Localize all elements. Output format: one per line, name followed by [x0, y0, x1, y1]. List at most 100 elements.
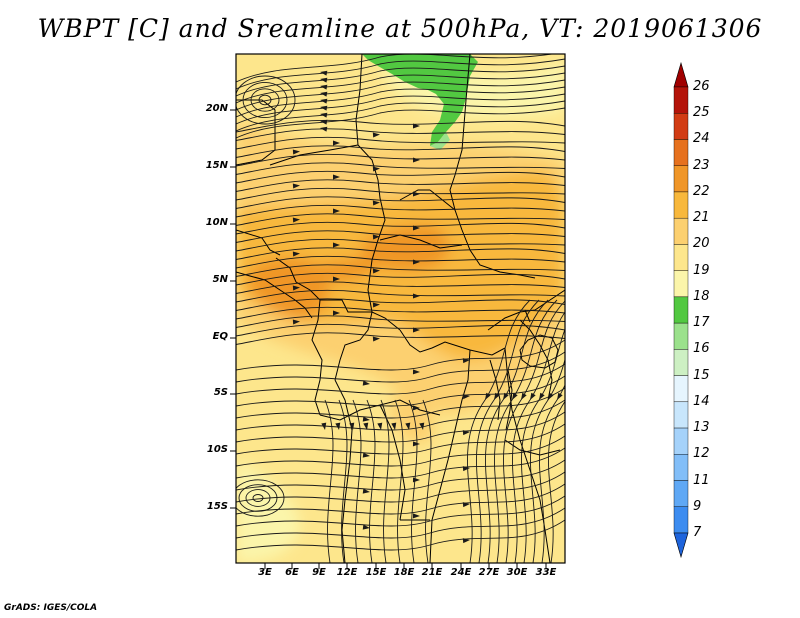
streamline: [422, 399, 432, 563]
colorbar-label-24: 24: [693, 131, 710, 147]
streamline-arrow: [413, 157, 420, 163]
colorbar-label-22: 22: [693, 183, 710, 199]
streamline: [236, 230, 565, 243]
streamline: [236, 204, 565, 218]
streamline: [236, 162, 565, 175]
streamline: [539, 383, 565, 563]
streamline-arrow: [292, 183, 300, 189]
streamline-arrow: [412, 405, 420, 411]
streamline-arrow: [530, 392, 536, 400]
streamline-arrow: [320, 98, 328, 104]
streamline-arrow: [320, 77, 328, 83]
streamline: [236, 332, 565, 345]
lon-label-12E: 12E: [336, 567, 358, 578]
streamline-arrow: [362, 452, 370, 458]
streamline-arrow: [333, 242, 340, 248]
colorbar-segment: [673, 191, 689, 219]
wbpt-region-22-23-central: [360, 225, 449, 271]
lat-label-EQ: EQ: [212, 331, 228, 342]
streamline-arrow: [412, 513, 420, 519]
streamline: [485, 299, 549, 563]
colorbar-segment: [673, 217, 689, 245]
streamline-arrow: [362, 488, 370, 494]
streamline-arrow: [512, 392, 518, 400]
streamline: [512, 311, 565, 563]
streamline: [236, 281, 565, 294]
streamline-arrow: [362, 416, 370, 422]
streamline: [236, 483, 565, 515]
streamline: [338, 399, 348, 563]
streamline: [467, 299, 531, 563]
streamline-arrow: [462, 502, 470, 508]
colorbar-label-14: 14: [693, 393, 710, 409]
footer-credit: GrADS: IGES/COLA: [4, 603, 98, 613]
streamline-arrow: [333, 208, 340, 214]
streamline: [236, 179, 565, 192]
streamline-arrow: [557, 392, 563, 400]
map-area: [236, 54, 565, 563]
streamline-arrow: [413, 191, 420, 197]
streamline: [236, 351, 565, 383]
streamline: [236, 289, 565, 303]
colorbar-segment: [673, 270, 689, 298]
lakes: [505, 309, 559, 431]
streamline: [236, 323, 565, 337]
colorbar-segment: [673, 165, 689, 193]
streamline: [548, 400, 565, 563]
colorbar-label-13: 13: [693, 420, 710, 436]
colorbar-min-triangle: [673, 532, 689, 559]
streamline-arrow: [462, 358, 470, 364]
colorbar-label-23: 23: [693, 157, 710, 173]
colorbar-label-17: 17: [693, 315, 710, 331]
streamline: [236, 315, 565, 328]
streamline-arrow: [462, 430, 470, 436]
streamline-arrow: [320, 84, 328, 90]
streamline-arrow: [333, 276, 340, 282]
streamline: [236, 170, 565, 184]
streamline-arrow: [333, 310, 340, 316]
streamline-arrow: [412, 369, 420, 375]
colorbar-segment: [673, 427, 689, 455]
streamline: [238, 484, 278, 512]
colorbar-label-7: 7: [693, 525, 702, 540]
colorbar-max-triangle: [673, 61, 689, 88]
streamline-arrow: [362, 380, 370, 386]
lon-label-18E: 18E: [393, 567, 415, 578]
streamline: [236, 119, 565, 133]
streamline-arrows: [292, 70, 563, 544]
streamline-arrow: [320, 91, 328, 97]
colorbar-label-18: 18: [693, 288, 710, 304]
streamline-arrow: [372, 336, 380, 342]
streamline-arrow: [521, 392, 527, 400]
colorbar-label-9: 9: [693, 498, 702, 514]
lon-label-3E: 3E: [258, 567, 272, 578]
streamline: [476, 299, 540, 563]
lat-label-10S: 10S: [206, 444, 228, 455]
streamline: [236, 423, 565, 455]
streamline: [236, 187, 565, 201]
streamline: [245, 489, 271, 507]
streamline: [236, 75, 296, 125]
streamline: [236, 213, 565, 226]
streamline-arrow: [372, 132, 380, 138]
lat-label-15S: 15S: [206, 501, 228, 512]
streamline: [236, 272, 565, 286]
map-frame: [235, 53, 566, 564]
streamline: [236, 238, 565, 252]
streamline-arrow: [413, 225, 420, 231]
streamline: [380, 399, 390, 563]
streamline-arrow: [292, 319, 300, 325]
streamline: [236, 196, 565, 209]
colorbar-label-12: 12: [693, 446, 710, 462]
streamline-arrow: [462, 538, 470, 544]
streamline: [394, 399, 404, 563]
wbpt-region-light-green: [430, 132, 450, 150]
colorbar-label-11: 11: [693, 472, 710, 488]
streamline: [236, 65, 565, 97]
colorbar-segment: [673, 506, 689, 534]
lon-label-33E: 33E: [535, 567, 557, 578]
streamline: [236, 479, 285, 517]
streamline: [236, 387, 565, 419]
colorbar-segment: [673, 244, 689, 271]
